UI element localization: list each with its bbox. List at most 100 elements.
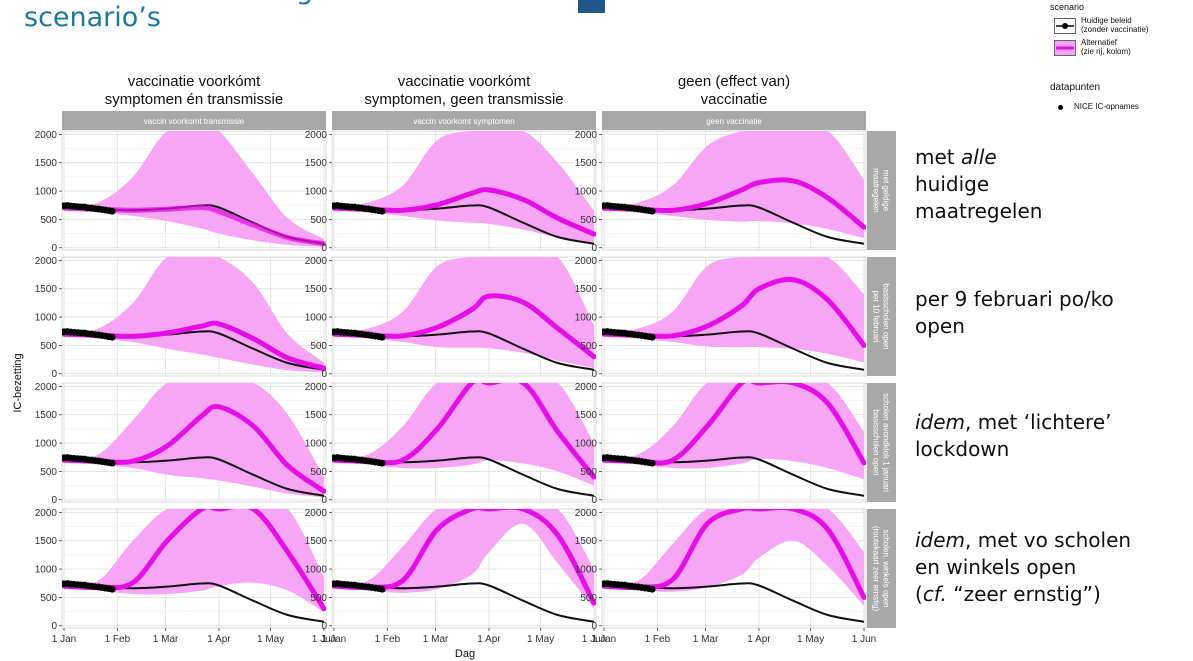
y-tick-label: 0 xyxy=(321,621,327,632)
row-strip-label-group: scholen, winkels open(routekaart zeer er… xyxy=(872,526,891,612)
data-point xyxy=(378,333,386,341)
row-strip xyxy=(867,257,896,376)
y-tick-label: 1500 xyxy=(35,158,58,169)
y-tick-label: 0 xyxy=(591,621,597,632)
annotation-text: “zeer ernstig”) xyxy=(946,582,1101,606)
y-tick-label: 0 xyxy=(321,243,327,254)
page-title: g scenario’s xyxy=(24,0,313,33)
row-strip-label-line2: basisscholen open xyxy=(872,409,881,475)
row-annotation-line: idem, met vo scholen xyxy=(915,527,1193,554)
y-tick-label: 1500 xyxy=(35,284,58,295)
y-tick-label: 2000 xyxy=(575,382,598,393)
x-tick-label: 1 Jan xyxy=(52,634,76,645)
row-annotation-line: per 9 februari po/ko xyxy=(915,286,1193,313)
row-annotation-line: met alle xyxy=(915,144,1193,171)
y-tick-label: 1500 xyxy=(305,284,328,295)
panel-plot-area xyxy=(332,509,596,623)
column-strip xyxy=(602,111,866,130)
annotation-emphasis: alle xyxy=(961,145,997,169)
row-annotation: idem, met vo scholen en winkels open (cf. … xyxy=(915,527,1193,608)
data-point xyxy=(378,585,386,593)
row-strip xyxy=(867,131,896,250)
panel-plot-area xyxy=(62,131,326,247)
legend-label-alternative: Alternatief (zie rij, kolom) xyxy=(1081,38,1131,56)
y-tick-label: 1000 xyxy=(305,439,328,450)
row-strip-label-line1: scholen avondklok 1 januari xyxy=(882,393,891,492)
page-title-text: scenario’s xyxy=(24,2,161,33)
annotation-text: huidige xyxy=(915,172,990,196)
legend-line-dot-icon xyxy=(1056,23,1074,29)
x-tick-label: 1 Jun xyxy=(852,634,876,645)
y-tick-label: 0 xyxy=(591,243,597,254)
x-tick-label: 1 Feb xyxy=(105,634,131,645)
title-decoration-block xyxy=(578,0,605,13)
y-tick-label: 1500 xyxy=(575,284,598,295)
data-point xyxy=(648,207,656,215)
y-tick-label: 500 xyxy=(310,215,327,226)
y-tick-label: 500 xyxy=(580,215,597,226)
panel-plot-area xyxy=(62,257,326,373)
annotation-text: met xyxy=(915,145,961,169)
y-tick-label: 500 xyxy=(40,215,57,226)
y-tick-label: 500 xyxy=(310,467,327,478)
legend-item-baseline: Huidige beleid (zonder vaccinatie) xyxy=(1054,16,1193,38)
legend-item-points: NICE IC-opnames xyxy=(1058,101,1193,115)
y-tick-label: 1000 xyxy=(305,313,328,324)
y-tick-label: 2000 xyxy=(35,130,58,141)
data-point xyxy=(378,207,386,215)
x-tick-label: 1 Apr xyxy=(207,634,231,645)
uncertainty-band xyxy=(334,131,594,243)
y-tick-label: 1500 xyxy=(305,410,328,421)
column-strip-label: vaccin voorkomt symptomen xyxy=(413,117,514,126)
legend-band-line-icon xyxy=(1056,46,1074,50)
row-strip xyxy=(867,383,896,502)
x-tick-label: 1 May xyxy=(797,634,824,645)
row-strip-label-line1: met geldige xyxy=(882,170,891,212)
y-tick-label: 2000 xyxy=(305,256,328,267)
column-title-line1: vaccinatie voorkómt xyxy=(398,73,531,90)
y-tick-label: 2000 xyxy=(575,508,598,519)
annotation-text: maatregelen xyxy=(915,199,1043,223)
panel-plot-area xyxy=(332,383,596,497)
y-tick-label: 1500 xyxy=(575,536,598,547)
annotation-emphasis: idem xyxy=(915,410,966,434)
y-tick-label: 2000 xyxy=(305,130,328,141)
y-tick-label: 1000 xyxy=(575,187,598,198)
data-point xyxy=(108,459,116,467)
legend-points-title: datapunten xyxy=(1050,82,1101,93)
panel-plot-area xyxy=(62,509,326,623)
annotation-text: lockdown xyxy=(915,437,1010,461)
column-strip-label: vaccin voorkomt transmissie xyxy=(144,117,245,126)
row-annotation: per 9 februari po/ko open xyxy=(915,286,1193,340)
y-tick-label: 1000 xyxy=(575,439,598,450)
y-tick-label: 0 xyxy=(51,621,57,632)
y-tick-label: 1500 xyxy=(305,536,328,547)
x-tick-label: 1 Apr xyxy=(747,634,771,645)
column-strip xyxy=(62,111,326,130)
y-tick-label: 500 xyxy=(310,593,327,604)
column-title-line2: vaccinatie xyxy=(701,91,768,108)
y-tick-label: 500 xyxy=(40,593,57,604)
y-tick-label: 2000 xyxy=(305,508,328,519)
row-annotation-line: open xyxy=(915,313,1193,340)
legend-key-baseline xyxy=(1054,18,1076,34)
uncertainty-band xyxy=(64,383,324,498)
annotation-text: , met ‘lichtere’ xyxy=(965,410,1112,434)
panel-plot-area xyxy=(602,257,866,371)
row-annotation-line: maatregelen xyxy=(915,198,1193,225)
row-strip-label-line1: scholen, winkels open xyxy=(882,529,891,607)
y-tick-label: 2000 xyxy=(575,130,598,141)
legend-label-baseline: Huidige beleid (zonder vaccinatie) xyxy=(1081,16,1149,34)
y-tick-label: 1000 xyxy=(575,313,598,324)
column-title-line2: symptomen, geen transmissie xyxy=(364,91,563,108)
panel-plot-area xyxy=(602,383,866,497)
row-strip-label-line2: per 10 februari xyxy=(872,290,881,342)
y-tick-label: 2000 xyxy=(305,382,328,393)
x-tick-label: 1 Mar xyxy=(693,634,719,645)
uncertainty-band xyxy=(64,131,324,247)
y-tick-label: 1000 xyxy=(35,313,58,324)
y-tick-label: 1500 xyxy=(35,536,58,547)
panel-plot-area xyxy=(62,383,326,498)
